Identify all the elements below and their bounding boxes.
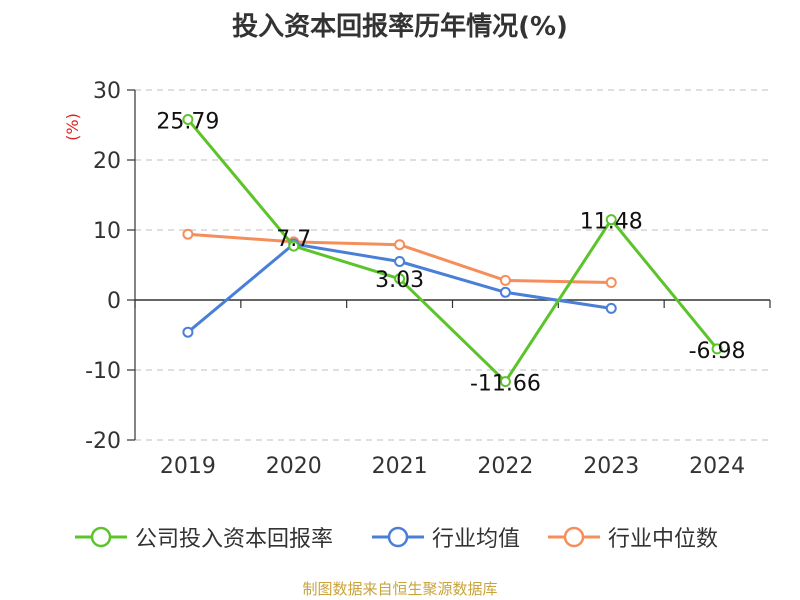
legend-item[interactable]: 公司投入资本回报率 (75, 519, 333, 555)
legend: 公司投入资本回报率 行业均值 行业中位数 (0, 519, 800, 555)
data-label-layer: 25.79 7.7 3.03 -11.66 11.48 -6.98 (156, 109, 745, 396)
y-tick-label: 20 (93, 149, 121, 174)
x-tick-label: 2023 (583, 454, 639, 479)
data-point (499, 376, 511, 388)
y-tick-label: 30 (93, 79, 121, 104)
data-point (394, 256, 406, 267)
source-note: 制图数据来自恒生聚源数据库 (302, 580, 498, 598)
axis-layer: 30 20 10 0 -10 -20 2019 2020 2021 2022 2023 2024 (%) (63, 79, 771, 479)
y-axis-label: (%) (63, 113, 82, 141)
data-point (182, 228, 194, 240)
x-tick-label: 2022 (477, 454, 533, 479)
data-label: 11.48 (580, 210, 643, 235)
data-point (182, 326, 194, 338)
x-tick-label: 2020 (266, 454, 322, 479)
data-point (288, 240, 300, 252)
y-tick-label: -20 (85, 429, 121, 454)
y-tick-label: -10 (85, 359, 121, 384)
data-label: 25.79 (156, 109, 219, 134)
data-label: -6.98 (689, 339, 746, 364)
data-label: -11.66 (470, 372, 541, 397)
legend-swatch (75, 526, 127, 548)
data-point (394, 239, 406, 251)
series-layer (182, 113, 723, 388)
legend-label: 公司投入资本回报率 (135, 527, 334, 552)
data-point (499, 274, 511, 286)
data-point (605, 302, 617, 314)
data-point (605, 277, 617, 288)
data-point (711, 343, 723, 355)
legend-item[interactable]: 行业均值 (372, 519, 520, 555)
legend-label: 行业均值 (432, 527, 521, 552)
data-point (394, 273, 406, 285)
legend-swatch (548, 526, 600, 548)
data-point (499, 286, 511, 298)
x-tick-label: 2019 (160, 454, 216, 479)
x-tick-label: 2021 (372, 454, 428, 479)
legend-label: 行业中位数 (608, 527, 719, 552)
data-label: 3.03 (375, 268, 424, 293)
data-label: 7.7 (276, 227, 311, 252)
legend-swatch (372, 526, 424, 548)
legend-item[interactable]: 行业中位数 (548, 519, 718, 555)
data-point (182, 113, 194, 125)
series-line (186, 118, 719, 384)
grid-layer (135, 89, 770, 441)
y-tick-label: 10 (93, 219, 121, 244)
chart-title: 投入资本回报率历年情况(%) (232, 12, 568, 42)
x-tick-label: 2024 (689, 454, 745, 479)
y-tick-label: 0 (107, 289, 121, 314)
data-point (605, 214, 617, 226)
